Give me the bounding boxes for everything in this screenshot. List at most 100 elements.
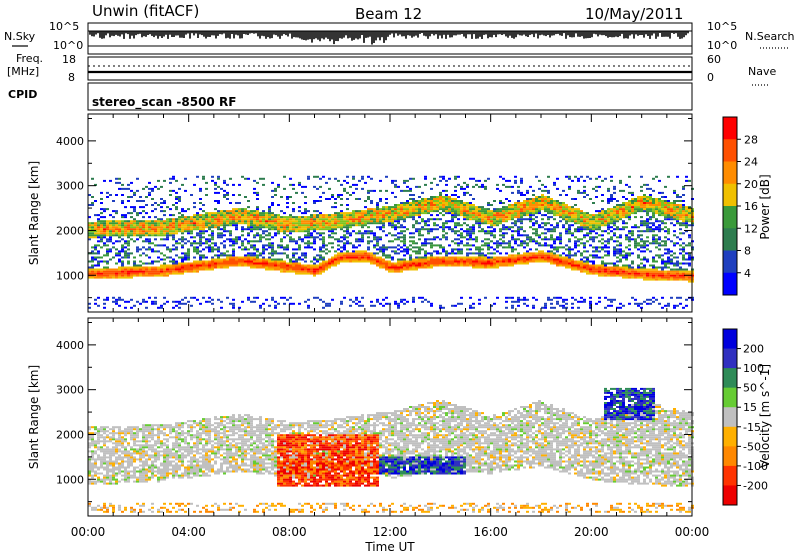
power-cell <box>460 260 463 263</box>
power-cell <box>289 296 292 299</box>
power-cell <box>484 222 487 225</box>
power-cell <box>478 246 481 249</box>
power-cell <box>580 242 583 245</box>
power-cell <box>451 204 454 206</box>
power-cell <box>505 246 508 249</box>
power-cell <box>553 218 556 221</box>
power-cell <box>211 222 214 225</box>
power-cell <box>499 228 502 231</box>
power-cell <box>448 208 451 211</box>
power-cell <box>319 248 322 251</box>
power-cell <box>625 212 628 215</box>
power-cell <box>460 202 463 204</box>
power-cell <box>382 216 385 219</box>
power-cell <box>199 220 202 223</box>
power-cell <box>535 202 538 204</box>
power-cell <box>319 212 322 215</box>
power-cell <box>136 272 139 275</box>
power-cell <box>610 236 613 239</box>
power-cell <box>238 236 241 239</box>
power-cell <box>205 266 208 269</box>
power-cell <box>304 222 307 225</box>
power-cell <box>523 242 526 245</box>
power-cell <box>505 242 508 245</box>
power-cell <box>616 220 619 223</box>
power-cell <box>322 214 325 217</box>
power-cell <box>259 222 262 225</box>
station-title: Unwin (fitACF) <box>92 2 199 20</box>
power-cell <box>559 208 562 211</box>
power-cell <box>607 216 610 219</box>
power-cell <box>226 210 229 213</box>
power-cell <box>553 210 556 213</box>
power-cell <box>247 296 250 299</box>
power-cell <box>370 177 373 180</box>
power-cell <box>460 296 463 299</box>
power-cell <box>466 264 469 267</box>
power-cell <box>307 226 310 229</box>
power-cell <box>418 214 421 217</box>
power-cell <box>118 270 121 273</box>
power-cell <box>403 214 406 217</box>
power-cell <box>301 226 304 229</box>
power-cell <box>91 222 94 225</box>
power-cell <box>307 298 310 301</box>
power-cell <box>205 262 208 265</box>
power-cell <box>193 236 196 239</box>
power-cell <box>439 204 442 206</box>
power-cell <box>178 238 181 241</box>
power-cell <box>328 220 331 223</box>
power-cell <box>562 246 565 249</box>
power-cell <box>337 179 340 182</box>
power-cell <box>442 246 445 249</box>
power-cell <box>100 234 103 237</box>
freq-tick-high: 18 <box>62 53 76 66</box>
power-cell <box>457 258 460 261</box>
power-cell <box>505 306 508 309</box>
power-cell <box>559 204 562 206</box>
power-cell <box>352 177 355 180</box>
power-cell <box>193 216 196 219</box>
power-cell <box>253 240 256 243</box>
power-cell <box>283 266 286 269</box>
power-cell <box>253 214 256 217</box>
power-cell <box>250 252 253 255</box>
power-cell <box>283 264 286 267</box>
power-cell <box>568 212 571 215</box>
power-cell <box>367 196 370 198</box>
power-cell <box>310 266 313 269</box>
power-cell <box>601 266 604 269</box>
power-cell <box>511 256 514 259</box>
power-cell <box>247 220 250 223</box>
power-cell <box>211 216 214 219</box>
power-cell <box>556 238 559 241</box>
power-cell <box>574 210 577 213</box>
power-cell <box>457 256 460 259</box>
power-cell <box>604 254 607 257</box>
power-cell <box>412 198 415 200</box>
power-cell <box>463 181 466 184</box>
power-cell <box>256 206 259 209</box>
power-cell <box>307 264 310 267</box>
power-cell <box>454 262 457 265</box>
power-cell <box>172 228 175 231</box>
power-cell <box>487 252 490 255</box>
power-cell <box>199 228 202 231</box>
power-cell <box>514 179 517 182</box>
power-cell <box>142 266 145 269</box>
power-cell <box>244 177 247 180</box>
power-cell <box>166 274 169 277</box>
power-cell <box>571 220 574 223</box>
power-cell <box>103 276 106 279</box>
power-cell <box>376 248 379 251</box>
power-cell <box>502 246 505 249</box>
power-cell <box>265 230 268 233</box>
power-cell <box>319 246 322 249</box>
power-cell <box>301 228 304 231</box>
power-cell <box>214 260 217 263</box>
power-cell <box>580 210 583 213</box>
power-cell <box>124 226 127 229</box>
power-cell <box>151 220 154 223</box>
power-cell <box>106 248 109 251</box>
power-cell <box>199 216 202 219</box>
